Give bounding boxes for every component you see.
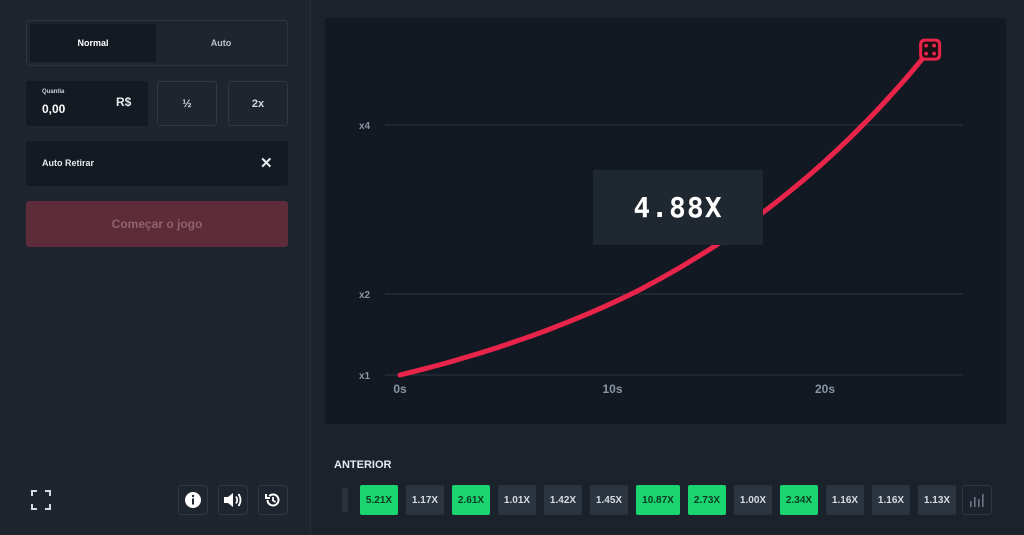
y-tick-label: x4 <box>359 121 371 132</box>
bet-panel: Normal Auto Quantia 0,00 R$ ½ 2x Auto Re… <box>0 0 311 535</box>
mode-auto-button[interactable]: Auto <box>210 38 232 48</box>
amount-label: Quantia <box>42 89 65 95</box>
x-tick-label: 10s <box>602 382 622 396</box>
y-tick-label: x2 <box>359 290 371 301</box>
history-item[interactable]: 2.61X <box>452 485 490 515</box>
bar-chart-icon <box>970 494 984 507</box>
history-item[interactable]: 1.45X <box>590 485 628 515</box>
dice-icon <box>919 38 942 61</box>
fullscreen-button[interactable] <box>26 485 56 515</box>
double-button[interactable]: 2x <box>228 81 288 126</box>
half-button[interactable]: ½ <box>157 81 217 126</box>
history-icon <box>265 493 280 507</box>
history-item[interactable]: 1.00X <box>734 485 772 515</box>
stats-button[interactable] <box>962 485 992 515</box>
history-item[interactable]: 1.13X <box>918 485 956 515</box>
history-item[interactable]: 5.21X <box>360 485 398 515</box>
history-item[interactable]: 1.16X <box>826 485 864 515</box>
game-area: x1 x2 x4 0s 10s 20s 4.88X ANTERIOR 5.21X 1.17X… <box>312 0 1024 535</box>
info-button[interactable] <box>178 485 208 515</box>
close-icon[interactable]: ✕ <box>260 155 273 172</box>
multiplier-curve <box>397 48 932 378</box>
history-item[interactable]: 2.73X <box>688 485 726 515</box>
y-tick-label: x1 <box>359 371 371 382</box>
history-scroll-edge[interactable] <box>342 488 348 512</box>
current-multiplier: 4.88X <box>593 170 763 245</box>
history-item[interactable]: 1.17X <box>406 485 444 515</box>
history-item[interactable]: 1.16X <box>872 485 910 515</box>
history-item[interactable]: 10.87X <box>636 485 680 515</box>
history-item[interactable]: 1.01X <box>498 485 536 515</box>
volume-icon <box>224 493 242 507</box>
auto-retirar-field[interactable]: Auto Retirar ✕ <box>26 141 288 186</box>
history-list: 5.21X 1.17X 2.61X 1.01X 1.42X 1.45X 10.87X 2.73… <box>342 485 992 515</box>
mode-toggle: Normal Auto <box>26 20 288 66</box>
multiplier-chart: x1 x2 x4 0s 10s 20s 4.88X <box>325 18 1006 424</box>
history-button[interactable] <box>258 485 288 515</box>
chart-svg: x1 x2 x4 0s 10s 20s <box>359 38 963 396</box>
fullscreen-icon <box>31 490 51 510</box>
sound-button[interactable] <box>218 485 248 515</box>
amount-input[interactable]: 0,00 <box>42 102 66 116</box>
mode-normal-button[interactable]: Normal <box>30 24 156 62</box>
currency-label: R$ <box>116 95 132 109</box>
amount-field[interactable]: Quantia 0,00 R$ <box>26 81 148 126</box>
info-icon <box>185 492 201 508</box>
history-title: ANTERIOR <box>334 459 392 471</box>
x-tick-label: 20s <box>815 382 835 396</box>
start-game-button[interactable]: Começar o jogo <box>26 201 288 247</box>
auto-retirar-label: Auto Retirar <box>42 158 95 168</box>
history-item[interactable]: 1.42X <box>544 485 582 515</box>
x-tick-label: 0s <box>393 382 407 396</box>
history-item[interactable]: 2.34X <box>780 485 818 515</box>
